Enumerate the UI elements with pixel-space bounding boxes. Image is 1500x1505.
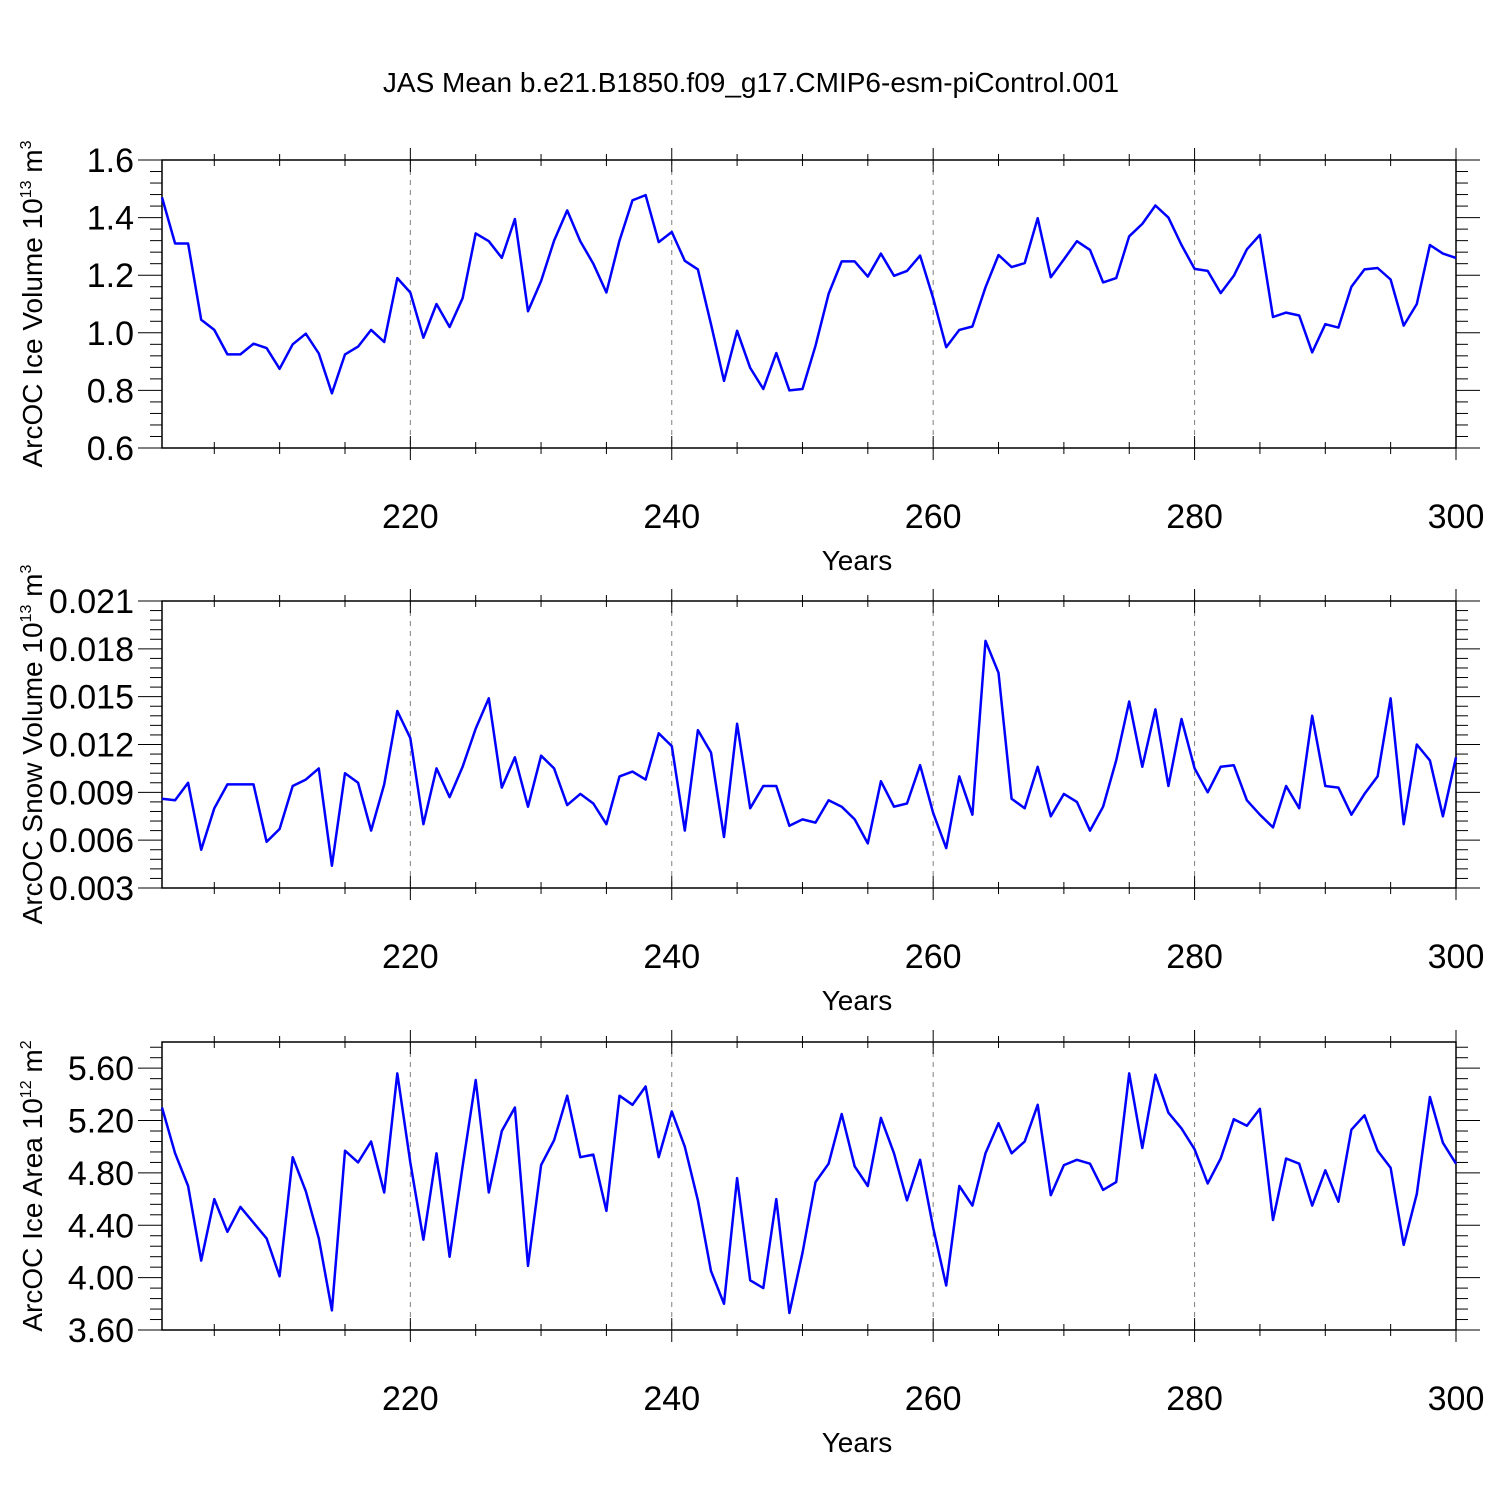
x-tick-label: 260 — [905, 938, 962, 976]
series-line — [160, 193, 1457, 395]
y-tick-label: 0.018 — [49, 631, 134, 669]
x-tick-label: 280 — [1166, 1380, 1223, 1418]
panel-2: 220 240 260 280 300 0.003 0.006 0.009 0.012 0.015… — [17, 565, 1484, 1016]
y-axis-label: ArcOC Snow Volume 1013 m3 — [17, 565, 48, 925]
y-tick-label: 0.006 — [49, 822, 134, 860]
y-tick-label: 0.021 — [49, 583, 134, 621]
y-tick-label: 5.60 — [68, 1050, 134, 1088]
y-tick-label: 0.003 — [49, 870, 134, 908]
series-line — [161, 639, 1458, 867]
x-axis-label: Years — [822, 545, 893, 576]
plot-frame — [161, 159, 1457, 449]
y-tick-label: 4.40 — [68, 1207, 134, 1245]
x-tick-label: 220 — [382, 1380, 439, 1418]
y-tick-label: 5.20 — [68, 1103, 134, 1141]
y-tick-label: 0.6 — [87, 430, 134, 468]
x-tick-label: 240 — [643, 498, 700, 536]
plot-frame — [161, 1041, 1457, 1331]
x-tick-label: 300 — [1428, 938, 1485, 976]
y-tick-label: 3.60 — [68, 1312, 134, 1350]
x-axis-label: Years — [822, 1427, 893, 1458]
y-tick-label: 1.4 — [87, 200, 134, 238]
x-tick-label: 280 — [1166, 938, 1223, 976]
series-line — [160, 1072, 1458, 1315]
panel-3: 220 240 260 280 300 3.60 4.00 4.40 4.80 5.20 5.60 Y… — [17, 1030, 1484, 1458]
x-tick-label: 260 — [905, 1380, 962, 1418]
chart-title: JAS Mean b.e21.B1850.f09_g17.CMIP6-esm-p… — [383, 67, 1119, 98]
x-tick-label: 260 — [905, 498, 962, 536]
y-tick-label: 1.0 — [87, 315, 134, 353]
panel-1: 220 240 260 280 300 0.6 0.8 1.0 1.2 1.4 1.6 Years Ar… — [17, 140, 1484, 576]
y-axis-label-group: ArcOC Ice Area 1012 m2 — [17, 1040, 48, 1331]
x-tick-label: 240 — [643, 938, 700, 976]
x-tick-label: 240 — [643, 1380, 700, 1418]
y-axis-label-group: ArcOC Ice Volume 1013 m3 — [17, 140, 48, 467]
x-tick-label: 280 — [1166, 498, 1223, 536]
y-tick-label: 1.6 — [87, 142, 134, 180]
y-axis-label: ArcOC Ice Volume 1013 m3 — [17, 140, 48, 467]
x-tick-label: 300 — [1428, 1380, 1485, 1418]
plot-frame — [161, 600, 1457, 889]
y-axis-label-group: ArcOC Snow Volume 1013 m3 — [17, 565, 48, 925]
x-tick-label: 220 — [382, 498, 439, 536]
x-tick-label: 220 — [382, 938, 439, 976]
y-tick-label: 0.012 — [49, 727, 134, 765]
y-tick-label: 4.80 — [68, 1155, 134, 1193]
y-axis-label: ArcOC Ice Area 1012 m2 — [17, 1040, 48, 1331]
y-tick-label: 0.8 — [87, 372, 134, 410]
y-tick-label: 0.015 — [49, 679, 134, 717]
x-tick-label: 300 — [1428, 498, 1485, 536]
x-axis-label: Years — [822, 985, 893, 1016]
y-tick-label: 1.2 — [87, 257, 134, 295]
y-tick-label: 4.00 — [68, 1260, 134, 1298]
y-tick-label: 0.009 — [49, 774, 134, 812]
